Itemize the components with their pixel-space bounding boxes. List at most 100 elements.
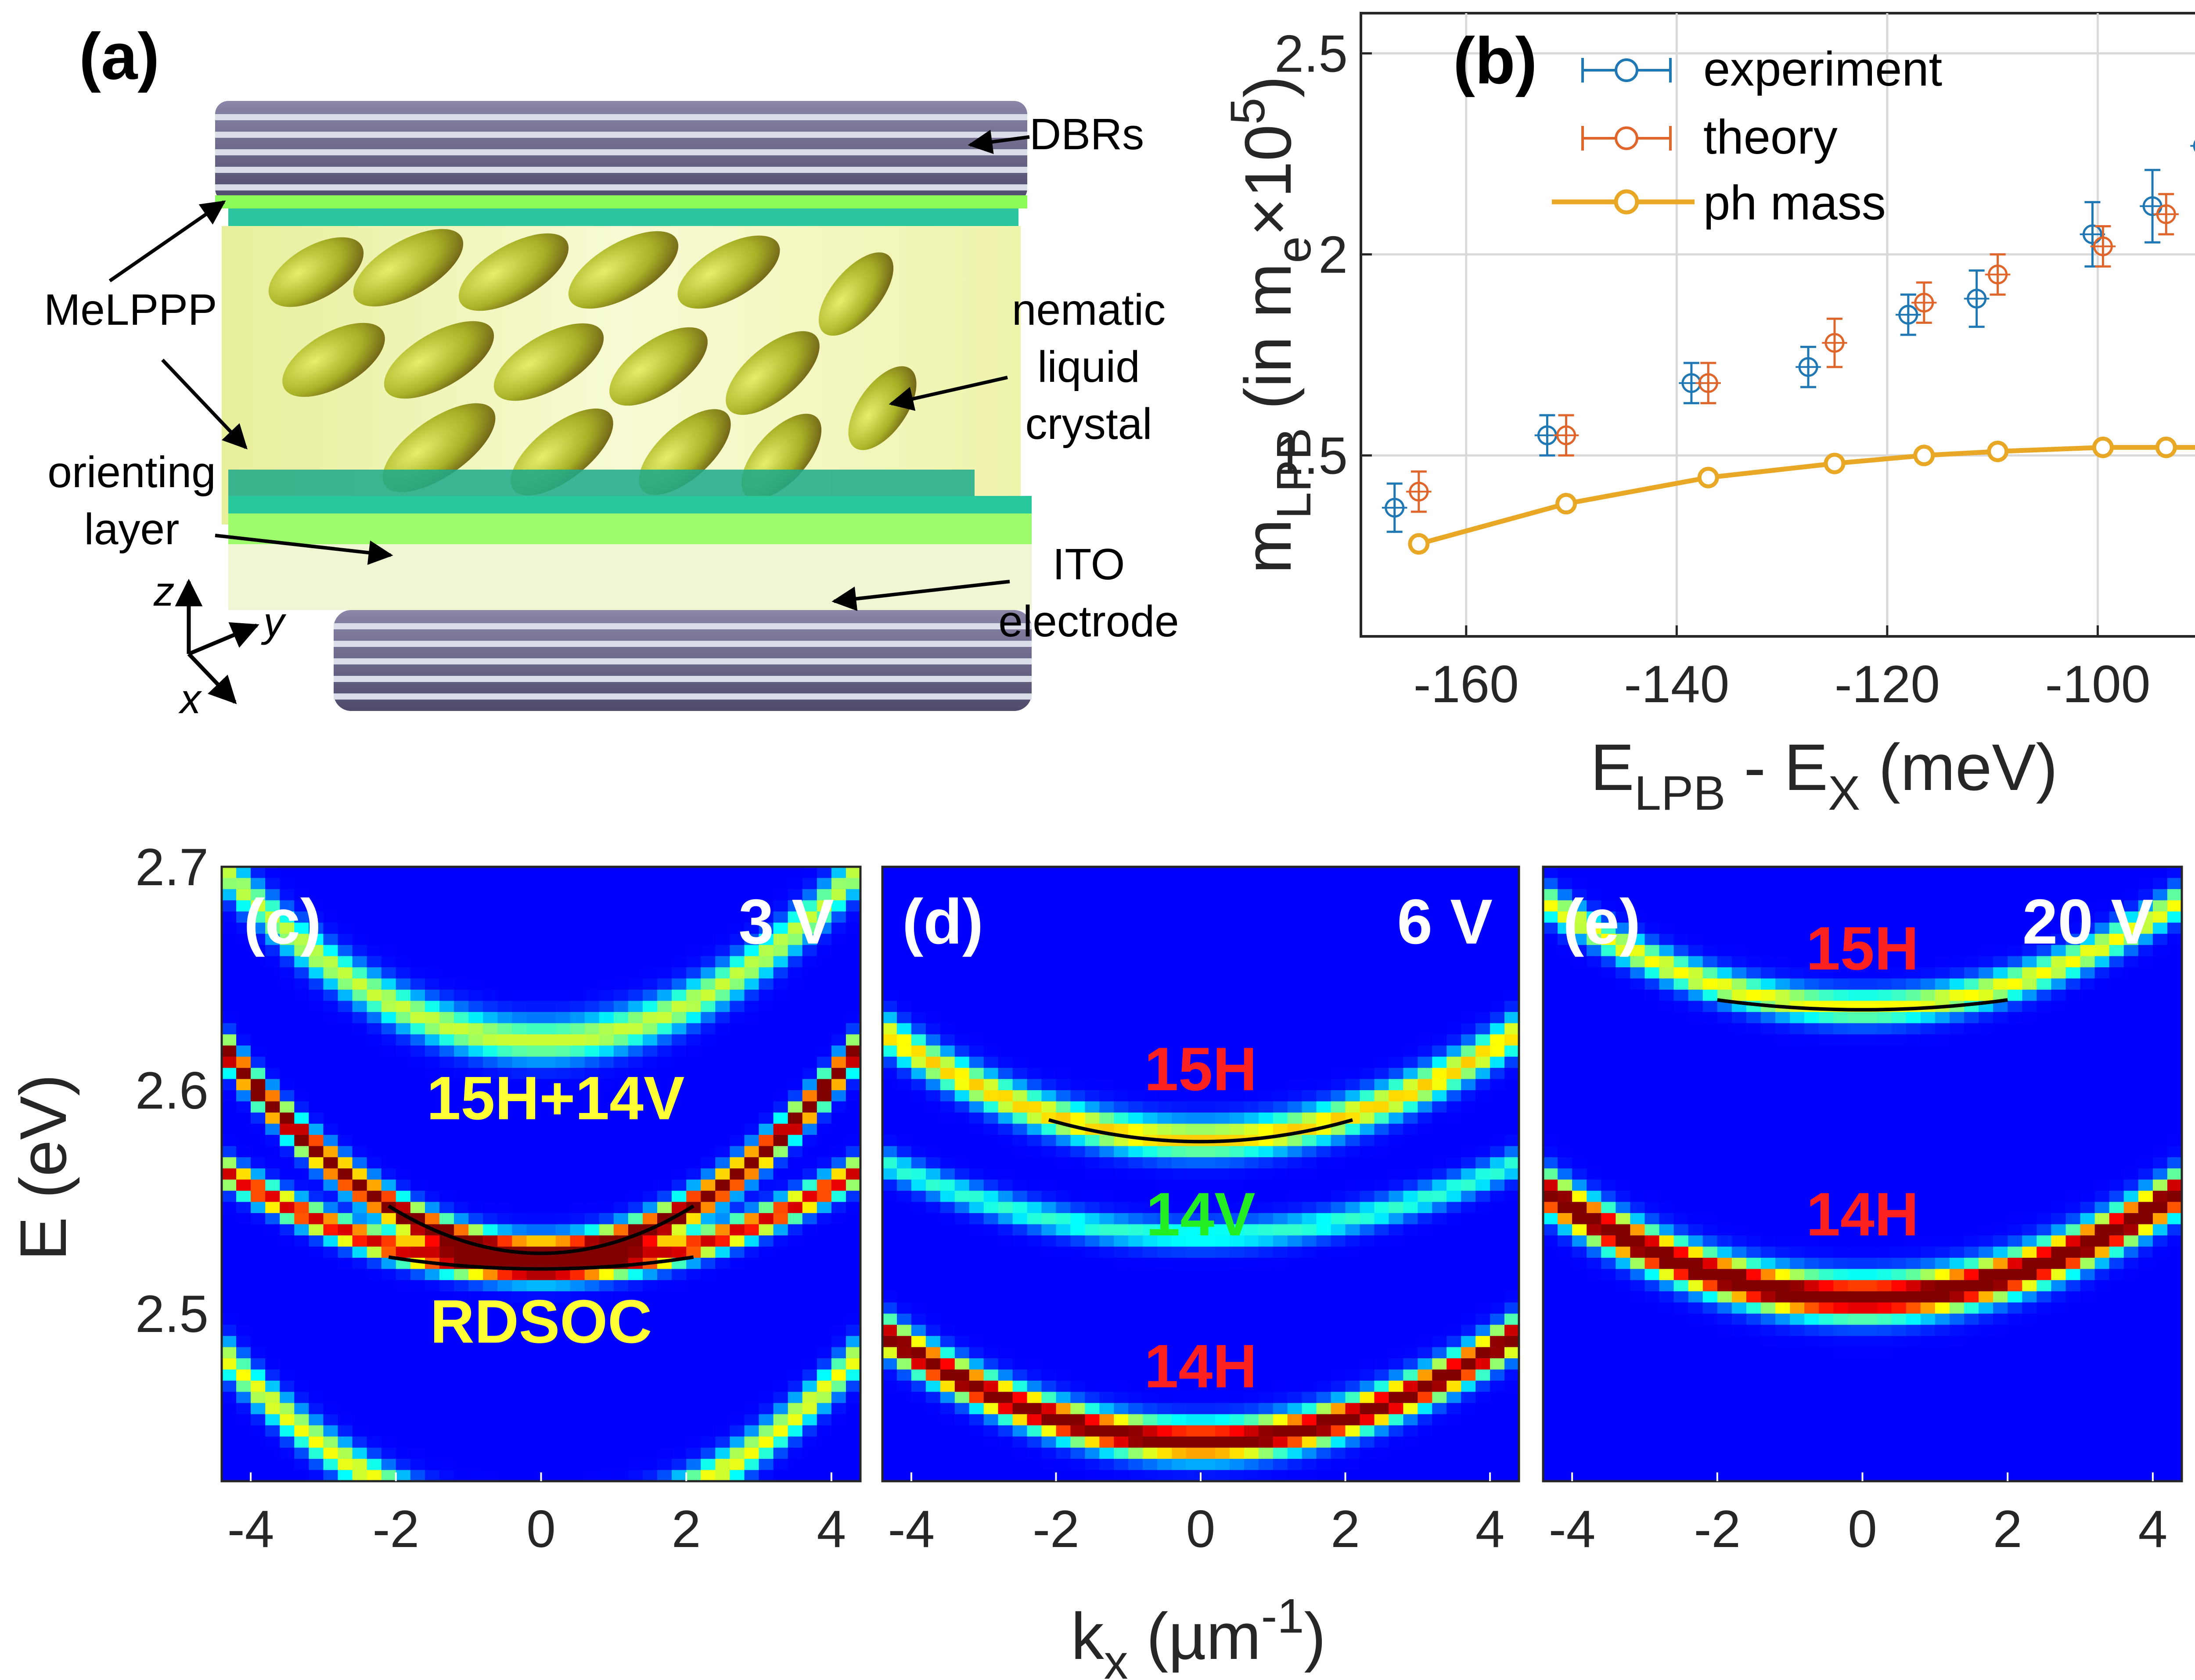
heatmap-cell	[483, 1045, 498, 1057]
heatmap-cell	[396, 990, 411, 1002]
heatmap-cell	[897, 1392, 912, 1404]
heatmap-cell	[846, 1113, 861, 1124]
heatmap-cell	[1302, 1403, 1317, 1415]
heatmap-cell	[759, 1425, 774, 1437]
nematic-label-line2: liquid	[1037, 342, 1140, 391]
heatmap-cell	[1244, 1191, 1259, 1203]
heatmap-cell	[599, 956, 614, 968]
heatmap-cell	[1157, 1101, 1173, 1113]
heatmap-cell	[483, 1068, 498, 1080]
heatmap-cell	[468, 1291, 484, 1303]
heatmap-cell	[1143, 900, 1158, 912]
heatmap-cell	[846, 1447, 861, 1460]
heatmap-cell	[1186, 1425, 1201, 1437]
heatmap-cell	[788, 1124, 803, 1135]
heatmap-cell	[1287, 1257, 1303, 1270]
heatmap-cell	[1201, 978, 1216, 990]
heatmap-cell	[599, 1146, 614, 1158]
heatmap-cell	[251, 933, 266, 946]
heatmap-cell	[831, 1414, 846, 1426]
heatmap-cell	[352, 1347, 367, 1359]
heatmap-cell	[584, 967, 600, 979]
heatmap-cell	[381, 1090, 396, 1102]
heatmap-cell	[897, 1157, 912, 1169]
heatmap-cell	[396, 867, 411, 879]
heatmap-cell	[1244, 1079, 1259, 1091]
heatmap-cell	[599, 945, 614, 957]
ito-label-line2: electrode	[998, 597, 1179, 646]
heatmap-cell	[439, 923, 455, 934]
heatmap-cell	[497, 1068, 513, 1080]
heatmap-cell	[1012, 1425, 1028, 1437]
heatmap-cell	[788, 1202, 803, 1214]
heatmap-cell	[396, 1369, 411, 1381]
heatmap-cell	[1070, 1134, 1086, 1147]
heatmap-cell	[1070, 1414, 1086, 1426]
heatmap-cell	[1012, 1168, 1028, 1180]
heatmap-cell	[643, 1369, 658, 1381]
heatmap-cell	[1403, 1113, 1418, 1124]
heatmap-cell	[802, 1246, 817, 1258]
heatmap-cell	[294, 1090, 309, 1102]
heatmap-cell	[897, 1023, 912, 1035]
heatmap-cell	[802, 1436, 817, 1448]
heatmap-cell	[788, 1191, 803, 1203]
heatmap-cell	[599, 1325, 614, 1337]
heatmap-cell	[1070, 978, 1086, 990]
heatmap-cell	[1056, 878, 1071, 890]
heatmap-cell	[643, 1447, 658, 1460]
heatmap-cell	[817, 1235, 832, 1247]
heatmap-cell	[1461, 1436, 1476, 1448]
heatmap-cell	[439, 1459, 455, 1471]
heatmap-cell	[1273, 923, 1288, 934]
heatmap-cell	[425, 1414, 440, 1426]
heatmap-cell	[1114, 1280, 1129, 1292]
heatmap-cell	[628, 1068, 643, 1080]
heatmap-cell	[555, 1090, 571, 1102]
heatmap-cell	[236, 1012, 252, 1024]
heatmap-cell	[1244, 1336, 1259, 1348]
heatmap-cell	[251, 1157, 266, 1169]
heatmap-cell	[672, 933, 687, 946]
heatmap-cell	[425, 911, 440, 923]
heatmap-cell	[599, 1090, 614, 1102]
heatmap-cell	[222, 878, 237, 890]
heatmap-cell	[701, 1124, 716, 1135]
heatmap-cell	[1244, 1090, 1259, 1102]
heatmap-cell	[1403, 1045, 1418, 1057]
heatmap-cell	[802, 1068, 817, 1080]
heatmap-cell	[265, 1090, 281, 1102]
heatmap-cell	[1114, 990, 1129, 1002]
heatmap-cell	[672, 1403, 687, 1415]
heatmap-cell	[280, 1023, 295, 1035]
heatmap-cell	[1157, 889, 1173, 901]
heatmap-cell	[251, 1470, 266, 1482]
heatmap-cell	[1143, 933, 1158, 946]
heatmap-cell	[555, 1302, 571, 1314]
heatmap-cell	[788, 923, 803, 934]
heatmap-cell	[396, 1470, 411, 1482]
heatmap-cell	[396, 956, 411, 968]
heatmap-cell	[1012, 967, 1028, 979]
heatmap-cell	[817, 978, 832, 990]
heatmap-cell	[954, 1001, 970, 1012]
heatmap-cell	[983, 1392, 999, 1404]
heatmap-cell	[613, 1134, 629, 1147]
heatmap-cell	[628, 1246, 643, 1258]
heatmap-cell	[338, 1213, 353, 1225]
heatmap-cell	[1504, 1436, 1519, 1448]
heatmap-cell	[570, 1369, 585, 1381]
heatmap-cell	[882, 1034, 897, 1046]
heatmap-cell	[1287, 923, 1303, 934]
heatmap-cell	[1215, 1246, 1230, 1258]
heatmap-cell	[1490, 1012, 1505, 1024]
heatmap-cell	[599, 1224, 614, 1236]
heatmap-cell	[570, 1001, 585, 1012]
heatmap-cell	[323, 1056, 338, 1069]
heatmap-cell	[628, 1269, 643, 1281]
heatmap-cell	[773, 1068, 788, 1080]
heatmap-cell	[759, 1403, 774, 1415]
heatmap-cell	[672, 956, 687, 968]
heatmap-cell	[1447, 990, 1462, 1002]
heatmap-cell	[759, 1113, 774, 1124]
